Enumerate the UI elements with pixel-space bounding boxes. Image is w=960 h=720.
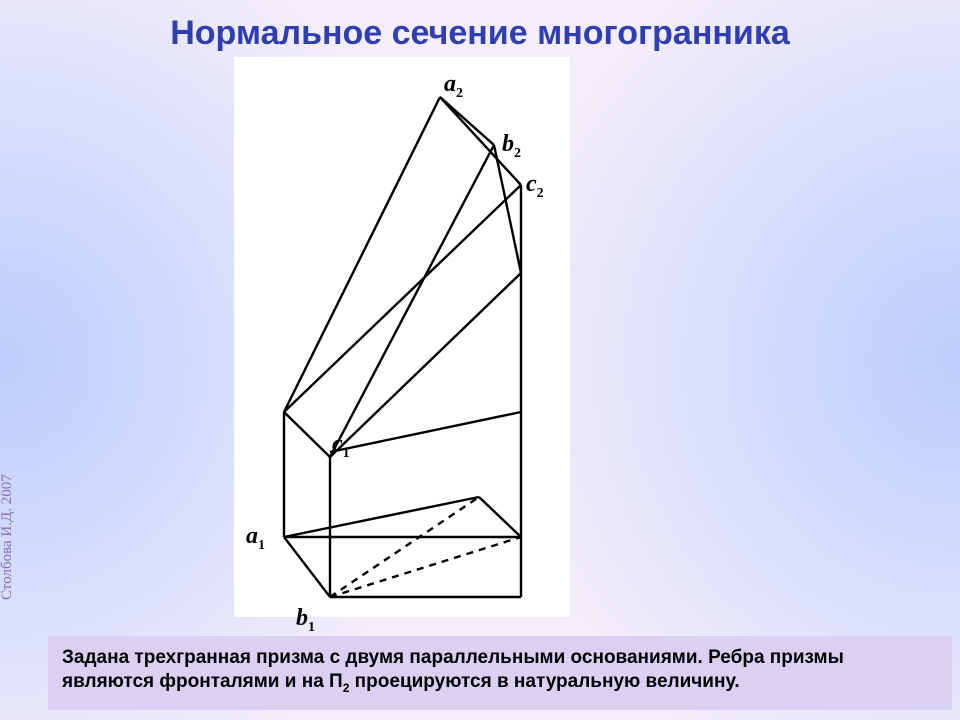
label-a2: a2 xyxy=(444,71,463,102)
author-credit: Столбова И.Д. 2007 xyxy=(0,474,16,600)
page-title: Нормальное сечение многогранника xyxy=(0,14,960,53)
label-c1: c1 xyxy=(332,431,350,462)
caption-text-2: проецируются в натуральную величину. xyxy=(349,671,739,692)
label-a1: a1 xyxy=(246,523,265,554)
caption-box: Задана трехгранная призма с двумя паралл… xyxy=(48,636,952,710)
label-b1: b1 xyxy=(296,605,315,636)
label-b2: b2 xyxy=(502,131,521,162)
label-c2: c2 xyxy=(526,171,544,202)
diagram-container: a2 b2 c2 c1 a1 b1 xyxy=(234,57,570,617)
